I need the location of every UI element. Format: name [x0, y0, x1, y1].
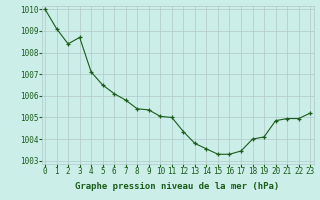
X-axis label: Graphe pression niveau de la mer (hPa): Graphe pression niveau de la mer (hPa)	[76, 182, 280, 191]
